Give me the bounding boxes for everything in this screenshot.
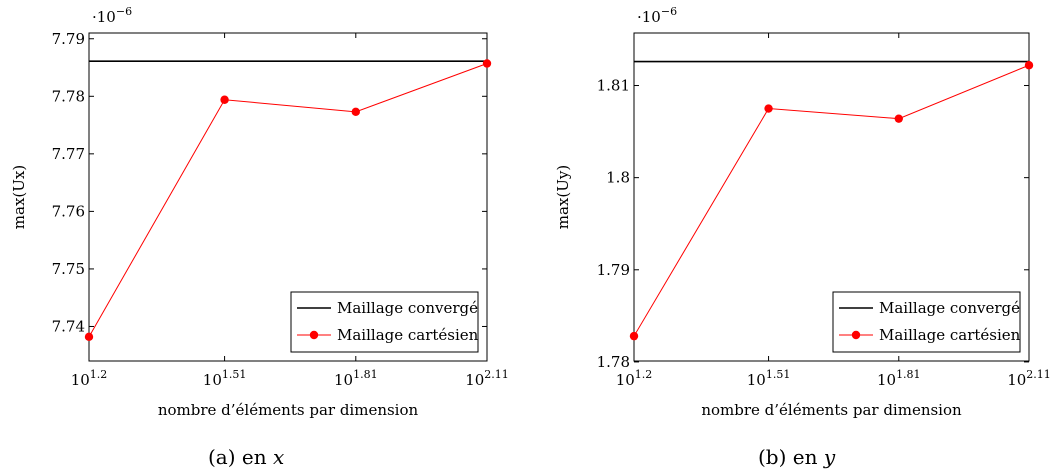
x-tick-label: 102.11 <box>1007 368 1051 389</box>
y-multiplier: ·10−6 <box>637 5 677 26</box>
x-axis-label: nombre d’éléments par dimension <box>701 401 962 419</box>
x-tick-label: 101.81 <box>334 368 378 389</box>
x-tick-label: 101.81 <box>877 368 921 389</box>
chart-uy: 1.78 1.79 1.8 1.81 101.2 101.51 101.81 102.11 ·1… <box>554 5 1051 469</box>
x-tick-label: 101.2 <box>71 368 108 389</box>
y-tick-label: 7.78 <box>52 87 85 105</box>
legend-box <box>290 291 479 353</box>
plot-frame <box>633 32 1030 362</box>
y-axis-label: max(Uy) <box>554 165 572 229</box>
legend-box <box>832 291 1021 353</box>
figure-caption: (a) en x <box>208 445 284 469</box>
series-cartesian-point <box>84 332 94 342</box>
y-tick-label: 7.75 <box>52 260 85 278</box>
y-tick-label: 1.79 <box>597 261 630 279</box>
x-tick-label: 101.2 <box>616 368 653 389</box>
series-cartesian-point <box>629 331 639 341</box>
x-tick-label: 101.51 <box>747 368 791 389</box>
y-tick-label: 7.77 <box>52 145 85 163</box>
y-tick-label: 7.76 <box>52 202 85 220</box>
y-tick-label: 1.78 <box>597 353 630 371</box>
plot-frame <box>88 32 488 362</box>
legend-label: Maillage cartésien <box>337 326 479 344</box>
chart-panel-a: 7.74 7.75 7.76 7.77 7.78 7.79 101.2 101.51 101.8… <box>10 5 509 469</box>
y-tick-label: 7.74 <box>52 317 85 335</box>
x-tick-label: 102.11 <box>465 368 509 389</box>
legend-marker <box>851 330 861 340</box>
series-cartesian-line <box>88 63 488 338</box>
series-cartesian-point <box>894 114 903 123</box>
series-cartesian-point <box>220 95 229 104</box>
chart-ux: 7.74 7.75 7.76 7.77 7.78 7.79 101.2 101.51 101.8… <box>10 5 509 469</box>
y-tick-label: 1.81 <box>597 77 630 95</box>
series-cartesian-point <box>351 107 360 117</box>
y-axis-label: max(Ux) <box>10 165 28 229</box>
legend-marker <box>309 330 319 340</box>
series-cartesian-point <box>482 59 492 68</box>
figure-caption: (b) en y <box>758 445 836 469</box>
y-tick-label: 1.8 <box>606 169 630 187</box>
legend-label: Maillage cartésien <box>879 326 1021 344</box>
legend-label: Maillage convergé <box>337 299 478 317</box>
series-cartesian-point <box>764 104 773 113</box>
series-cartesian-line <box>633 64 1030 337</box>
chart-panel-b: 1.78 1.79 1.8 1.81 101.2 101.51 101.81 102.11 ·1… <box>529 0 1058 474</box>
y-tick-label: 7.79 <box>52 30 85 48</box>
x-tick-label: 101.51 <box>203 368 247 389</box>
legend-label: Maillage convergé <box>879 299 1020 317</box>
series-cartesian-point <box>1024 61 1034 70</box>
x-axis-label: nombre d’éléments par dimension <box>158 401 419 419</box>
y-multiplier: ·10−6 <box>92 5 132 26</box>
